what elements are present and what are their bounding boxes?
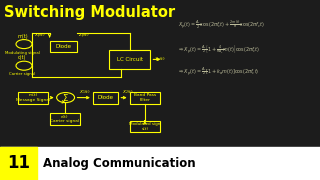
- Bar: [50, 113, 80, 125]
- Bar: [0, 147, 37, 180]
- Text: $\Sigma$: $\Sigma$: [62, 92, 69, 103]
- Text: Switching Modulator: Switching Modulator: [4, 5, 175, 20]
- Text: Modulated sign
s(t): Modulated sign s(t): [129, 122, 161, 131]
- Text: Modulating signal: Modulating signal: [5, 51, 40, 55]
- Text: $X_p(t)$: $X_p(t)$: [35, 31, 46, 40]
- Text: c(t): c(t): [18, 55, 27, 60]
- Bar: [130, 121, 160, 132]
- Text: $X_1(t)$: $X_1(t)$: [79, 88, 91, 96]
- Text: $X_2(t)$: $X_2(t)$: [122, 88, 133, 96]
- Text: Diode: Diode: [98, 95, 114, 100]
- Bar: [93, 92, 118, 103]
- Text: m(t)
Message Signal: m(t) Message Signal: [16, 93, 50, 102]
- Text: $Z_p(t)$: $Z_p(t)$: [78, 31, 90, 40]
- Bar: [50, 40, 77, 52]
- Text: $\Rightarrow X_p(t)=\frac{A_c}{2}\left[1+\frac{4}{\pi A_c}m(t)\right]\cos(2\pi f: $\Rightarrow X_p(t)=\frac{A_c}{2}\left[1…: [178, 43, 260, 56]
- Text: LC Circuit: LC Circuit: [116, 57, 143, 62]
- Bar: [109, 50, 150, 69]
- Text: Analog Communication: Analog Communication: [43, 157, 196, 170]
- Text: $X_p(t)=\frac{A_c}{2}\cos(2\pi f_c t)+\frac{2m(t)}{\pi}\cos(2\pi f_c t)$: $X_p(t)=\frac{A_c}{2}\cos(2\pi f_c t)+\f…: [178, 19, 265, 31]
- Text: $\Rightarrow X_p(t)=\frac{A_c}{2}\left[1+k_a m(t)\right]\cos(2\pi f_c t)$: $\Rightarrow X_p(t)=\frac{A_c}{2}\left[1…: [178, 66, 259, 78]
- Bar: [130, 92, 160, 103]
- Text: Carrier signal: Carrier signal: [9, 72, 36, 76]
- Text: $X_p(t)$: $X_p(t)$: [154, 55, 165, 64]
- Text: Band Pass
Filter: Band Pass Filter: [134, 93, 156, 102]
- Text: Diode: Diode: [55, 44, 71, 49]
- Text: c(t)
Carrier signal: c(t) Carrier signal: [50, 115, 79, 123]
- Text: m(t): m(t): [17, 34, 28, 39]
- Bar: [0, 147, 320, 180]
- Bar: [18, 92, 48, 103]
- Text: 11: 11: [7, 154, 30, 172]
